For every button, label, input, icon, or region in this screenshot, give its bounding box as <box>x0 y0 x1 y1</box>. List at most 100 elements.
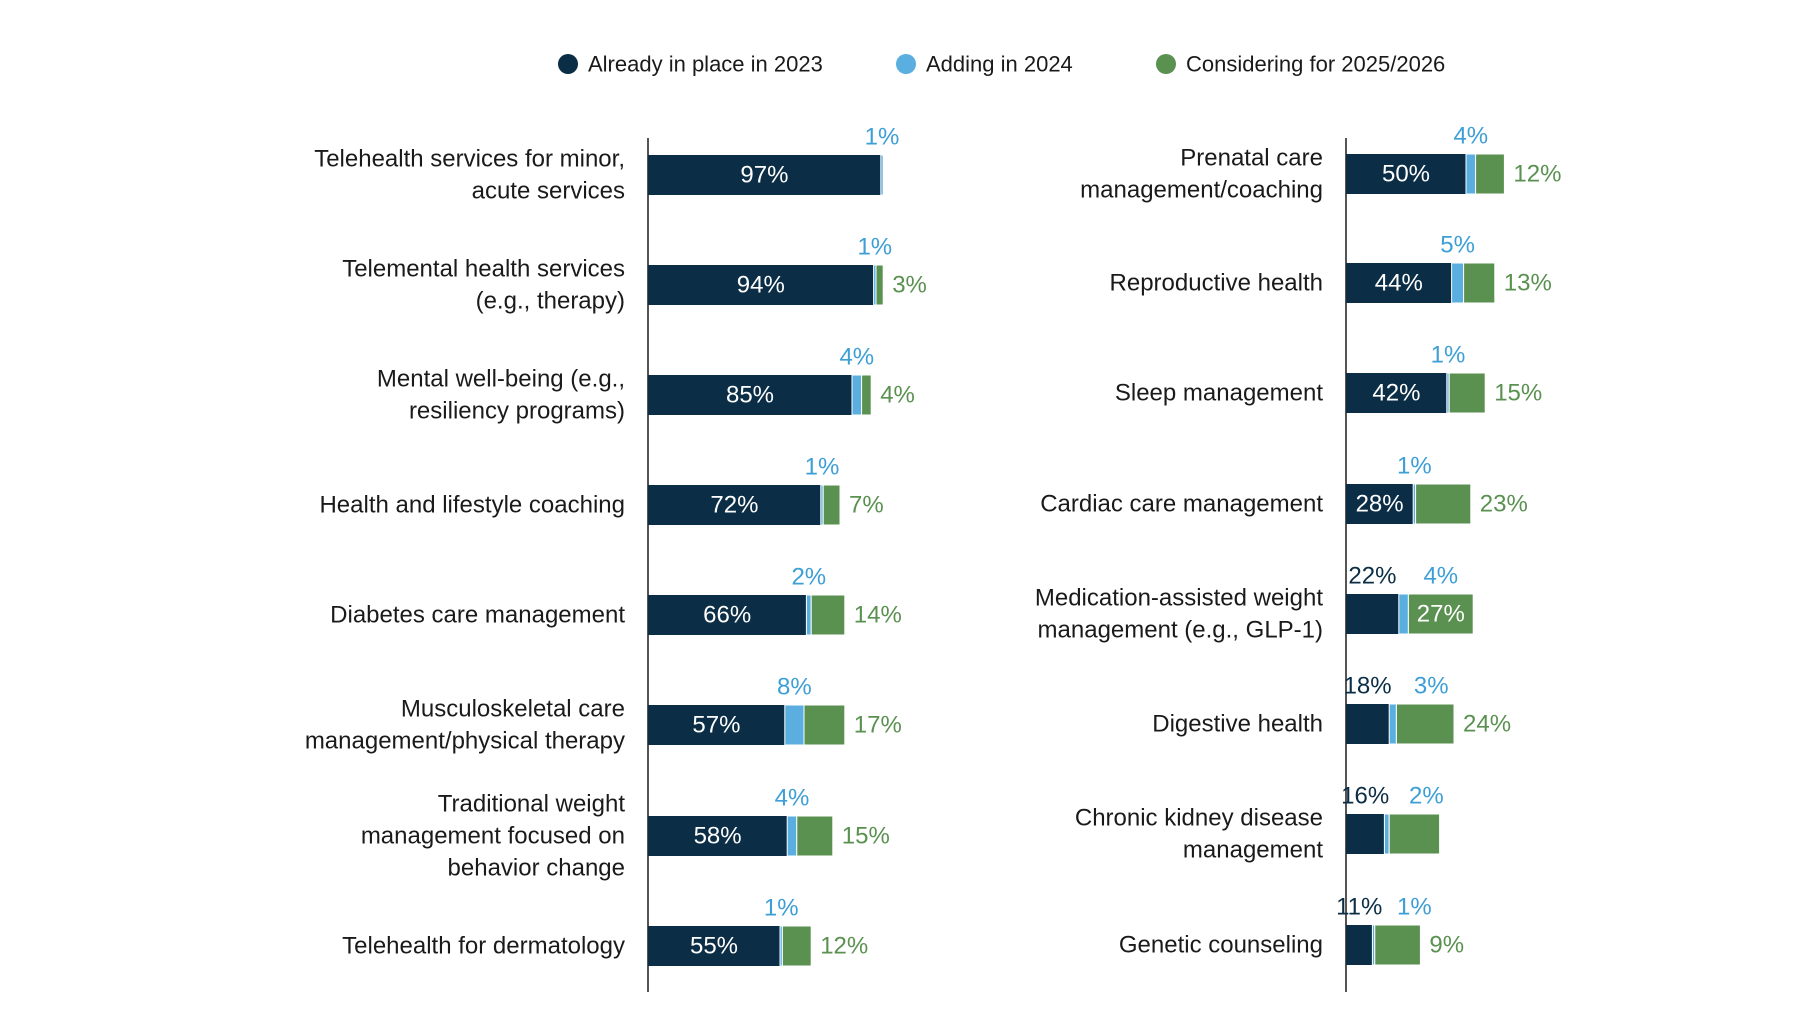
category-label: Prenatal care <box>1180 145 1323 172</box>
bar-segment-already <box>1346 814 1385 854</box>
value-label-considering: 12% <box>1513 161 1561 188</box>
bar-segment-considering <box>803 704 846 746</box>
bar-segment-considering <box>1448 372 1486 414</box>
value-label-adding: 8% <box>777 674 812 701</box>
bar-segment-already <box>648 595 807 635</box>
category-label: management focused on <box>361 823 625 850</box>
right-panel: Prenatal care management/coaching 50% 4% 12%… <box>1035 123 1561 992</box>
value-label-adding: 1% <box>805 454 840 481</box>
bar-segment-adding <box>805 594 812 636</box>
value-label-considering: 3% <box>892 272 927 299</box>
value-label-adding: 1% <box>1397 453 1432 480</box>
category-label: Cardiac care management <box>1040 491 1323 518</box>
value-label-adding: 1% <box>857 234 892 261</box>
category-label: Sleep management <box>1115 380 1323 407</box>
value-label-adding: 1% <box>865 124 900 151</box>
value-label-already: 72% <box>710 492 758 519</box>
value-label-already: 57% <box>692 712 740 739</box>
value-label-adding: 1% <box>1431 342 1466 369</box>
value-label-already: 44% <box>1375 270 1423 297</box>
value-label-adding: 4% <box>839 344 874 371</box>
bar-segment-considering <box>822 484 841 526</box>
category-label: Telemental health services <box>342 256 625 283</box>
bar-segment-considering <box>1463 262 1496 304</box>
value-label-considering: 12% <box>820 933 868 960</box>
category-label: Diabetes care management <box>330 602 625 629</box>
category-label: Telehealth services for minor, <box>314 146 625 173</box>
bar-segment-considering <box>861 374 872 416</box>
category-label: Medication-assisted weight <box>1035 585 1323 612</box>
bar-segment-considering <box>1407 593 1474 635</box>
category-label: Traditional weight <box>438 791 626 818</box>
category-label: management/physical therapy <box>305 728 625 755</box>
bar-segment-already <box>648 155 881 195</box>
bar-segment-considering <box>1415 483 1472 525</box>
bar-segment-already <box>1346 154 1466 194</box>
bar-segment-considering <box>810 594 846 636</box>
bar-segment-already <box>1346 704 1390 744</box>
bar-segment-considering <box>1475 153 1505 195</box>
legend-label-3: Considering for 2025/2026 <box>1186 52 1445 77</box>
legend: Already in place in 2023 Adding in 2024 Co… <box>558 52 1445 77</box>
bar-segment-already <box>1346 373 1447 413</box>
bar-segment-adding <box>1383 813 1390 855</box>
value-label-considering: 9% <box>1429 932 1464 959</box>
category-label: Chronic kidney disease <box>1075 805 1323 832</box>
legend-marker-1 <box>558 54 578 74</box>
bar-segment-considering <box>796 815 834 857</box>
bar-segment-already <box>1346 484 1414 524</box>
category-label: Reproductive health <box>1110 270 1323 297</box>
value-label-already: 58% <box>694 823 742 850</box>
value-label-already: 42% <box>1372 380 1420 407</box>
bar-segment-considering <box>875 264 884 306</box>
bar-segment-adding <box>880 154 884 196</box>
bar-segment-adding <box>784 704 805 746</box>
left-panel: Telehealth services for minor, acute serv… <box>305 124 927 992</box>
value-label-considering: 4% <box>880 382 915 409</box>
category-label: behavior change <box>448 855 625 882</box>
value-label-already: 94% <box>737 272 785 299</box>
bar-segment-adding <box>1451 262 1465 304</box>
value-label-adding: 4% <box>1423 563 1458 590</box>
bar-segment-already <box>648 375 852 415</box>
bar-segment-already <box>648 816 788 856</box>
value-label-adding: 3% <box>1414 673 1449 700</box>
bar-segment-adding <box>851 374 863 416</box>
value-label-already: 66% <box>703 602 751 629</box>
value-label-considering: 14% <box>854 602 902 629</box>
legend-label-2: Adding in 2024 <box>926 52 1073 77</box>
category-label: Genetic counseling <box>1119 932 1323 959</box>
value-label-considering: 24% <box>1463 711 1511 738</box>
bar-segment-already <box>648 705 785 745</box>
bar-segment-considering <box>1395 703 1455 745</box>
legend-label-1: Already in place in 2023 <box>588 52 823 77</box>
category-label: management/coaching <box>1080 177 1323 204</box>
value-label-already: 16% <box>1341 783 1389 810</box>
category-label: (e.g., therapy) <box>476 288 625 315</box>
value-label-already: 11% <box>1336 894 1382 921</box>
category-label: Musculoskeletal care <box>401 696 625 723</box>
value-label-adding: 1% <box>764 895 799 922</box>
value-label-considering: 7% <box>849 492 884 519</box>
value-label-adding: 1% <box>1397 894 1432 921</box>
legend-marker-2 <box>896 54 916 74</box>
bar-segment-adding <box>1465 153 1477 195</box>
value-label-already: 22% <box>1348 563 1396 590</box>
bar-segment-considering <box>1374 924 1421 966</box>
bar-segment-adding <box>786 815 798 857</box>
category-label: Health and lifestyle coaching <box>319 492 625 519</box>
category-label: Mental well-being (e.g., <box>377 366 625 393</box>
bar-segment-already <box>648 265 874 305</box>
value-label-already: 18% <box>1344 673 1392 700</box>
value-label-adding: 2% <box>1409 783 1444 810</box>
value-label-considering: 13% <box>1504 270 1552 297</box>
category-label: management (e.g., GLP-1) <box>1038 617 1323 644</box>
value-label-considering: 23% <box>1480 491 1528 518</box>
bar-segment-already <box>648 926 780 966</box>
category-label: Telehealth for dermatology <box>342 933 625 960</box>
value-label-considering: 15% <box>842 823 890 850</box>
value-label-considering: 17% <box>854 712 902 739</box>
category-label: Digestive health <box>1152 711 1323 738</box>
